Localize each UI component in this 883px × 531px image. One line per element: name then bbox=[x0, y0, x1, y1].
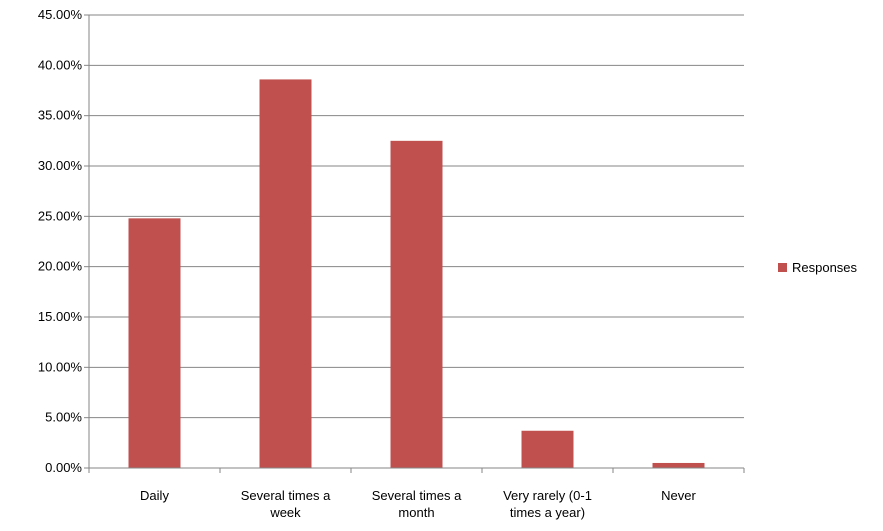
legend: Responses bbox=[778, 260, 857, 275]
x-tick-label: Several times a bbox=[372, 488, 462, 503]
y-tick-label: 10.00% bbox=[38, 359, 83, 374]
axes bbox=[88, 15, 745, 473]
bar bbox=[652, 462, 705, 468]
x-tick-label: times a year) bbox=[510, 505, 585, 520]
y-tick-label: 45.00% bbox=[38, 7, 83, 22]
y-tick-label: 25.00% bbox=[38, 208, 83, 223]
y-tick-label: 0.00% bbox=[45, 460, 82, 475]
bars bbox=[128, 79, 705, 469]
y-tick-label: 35.00% bbox=[38, 108, 83, 123]
x-tick-label: Several times a bbox=[241, 488, 331, 503]
bar bbox=[128, 218, 181, 468]
x-tick-label: month bbox=[398, 505, 434, 520]
y-tick-labels: 0.00% 5.00% 10.00% 15.00% 20.00% 25.00% 30.00%… bbox=[38, 7, 83, 475]
y-tick-label: 20.00% bbox=[38, 259, 83, 274]
x-tick-label: Daily bbox=[140, 488, 169, 503]
y-tick-label: 40.00% bbox=[38, 57, 83, 72]
x-tick-label: Never bbox=[661, 488, 696, 503]
bar bbox=[259, 79, 312, 468]
y-tick-label: 30.00% bbox=[38, 158, 83, 173]
y-tick-label: 15.00% bbox=[38, 309, 83, 324]
legend-label-responses: Responses bbox=[792, 260, 858, 275]
bar bbox=[390, 140, 443, 469]
x-tick-label: Very rarely (0-1 bbox=[503, 488, 592, 503]
x-tick-label: week bbox=[269, 505, 301, 520]
bar bbox=[521, 430, 574, 468]
x-tick-labels: Daily Several times a week Several times a m… bbox=[140, 488, 696, 520]
legend-swatch bbox=[778, 263, 787, 272]
y-tick-label: 5.00% bbox=[45, 410, 82, 425]
